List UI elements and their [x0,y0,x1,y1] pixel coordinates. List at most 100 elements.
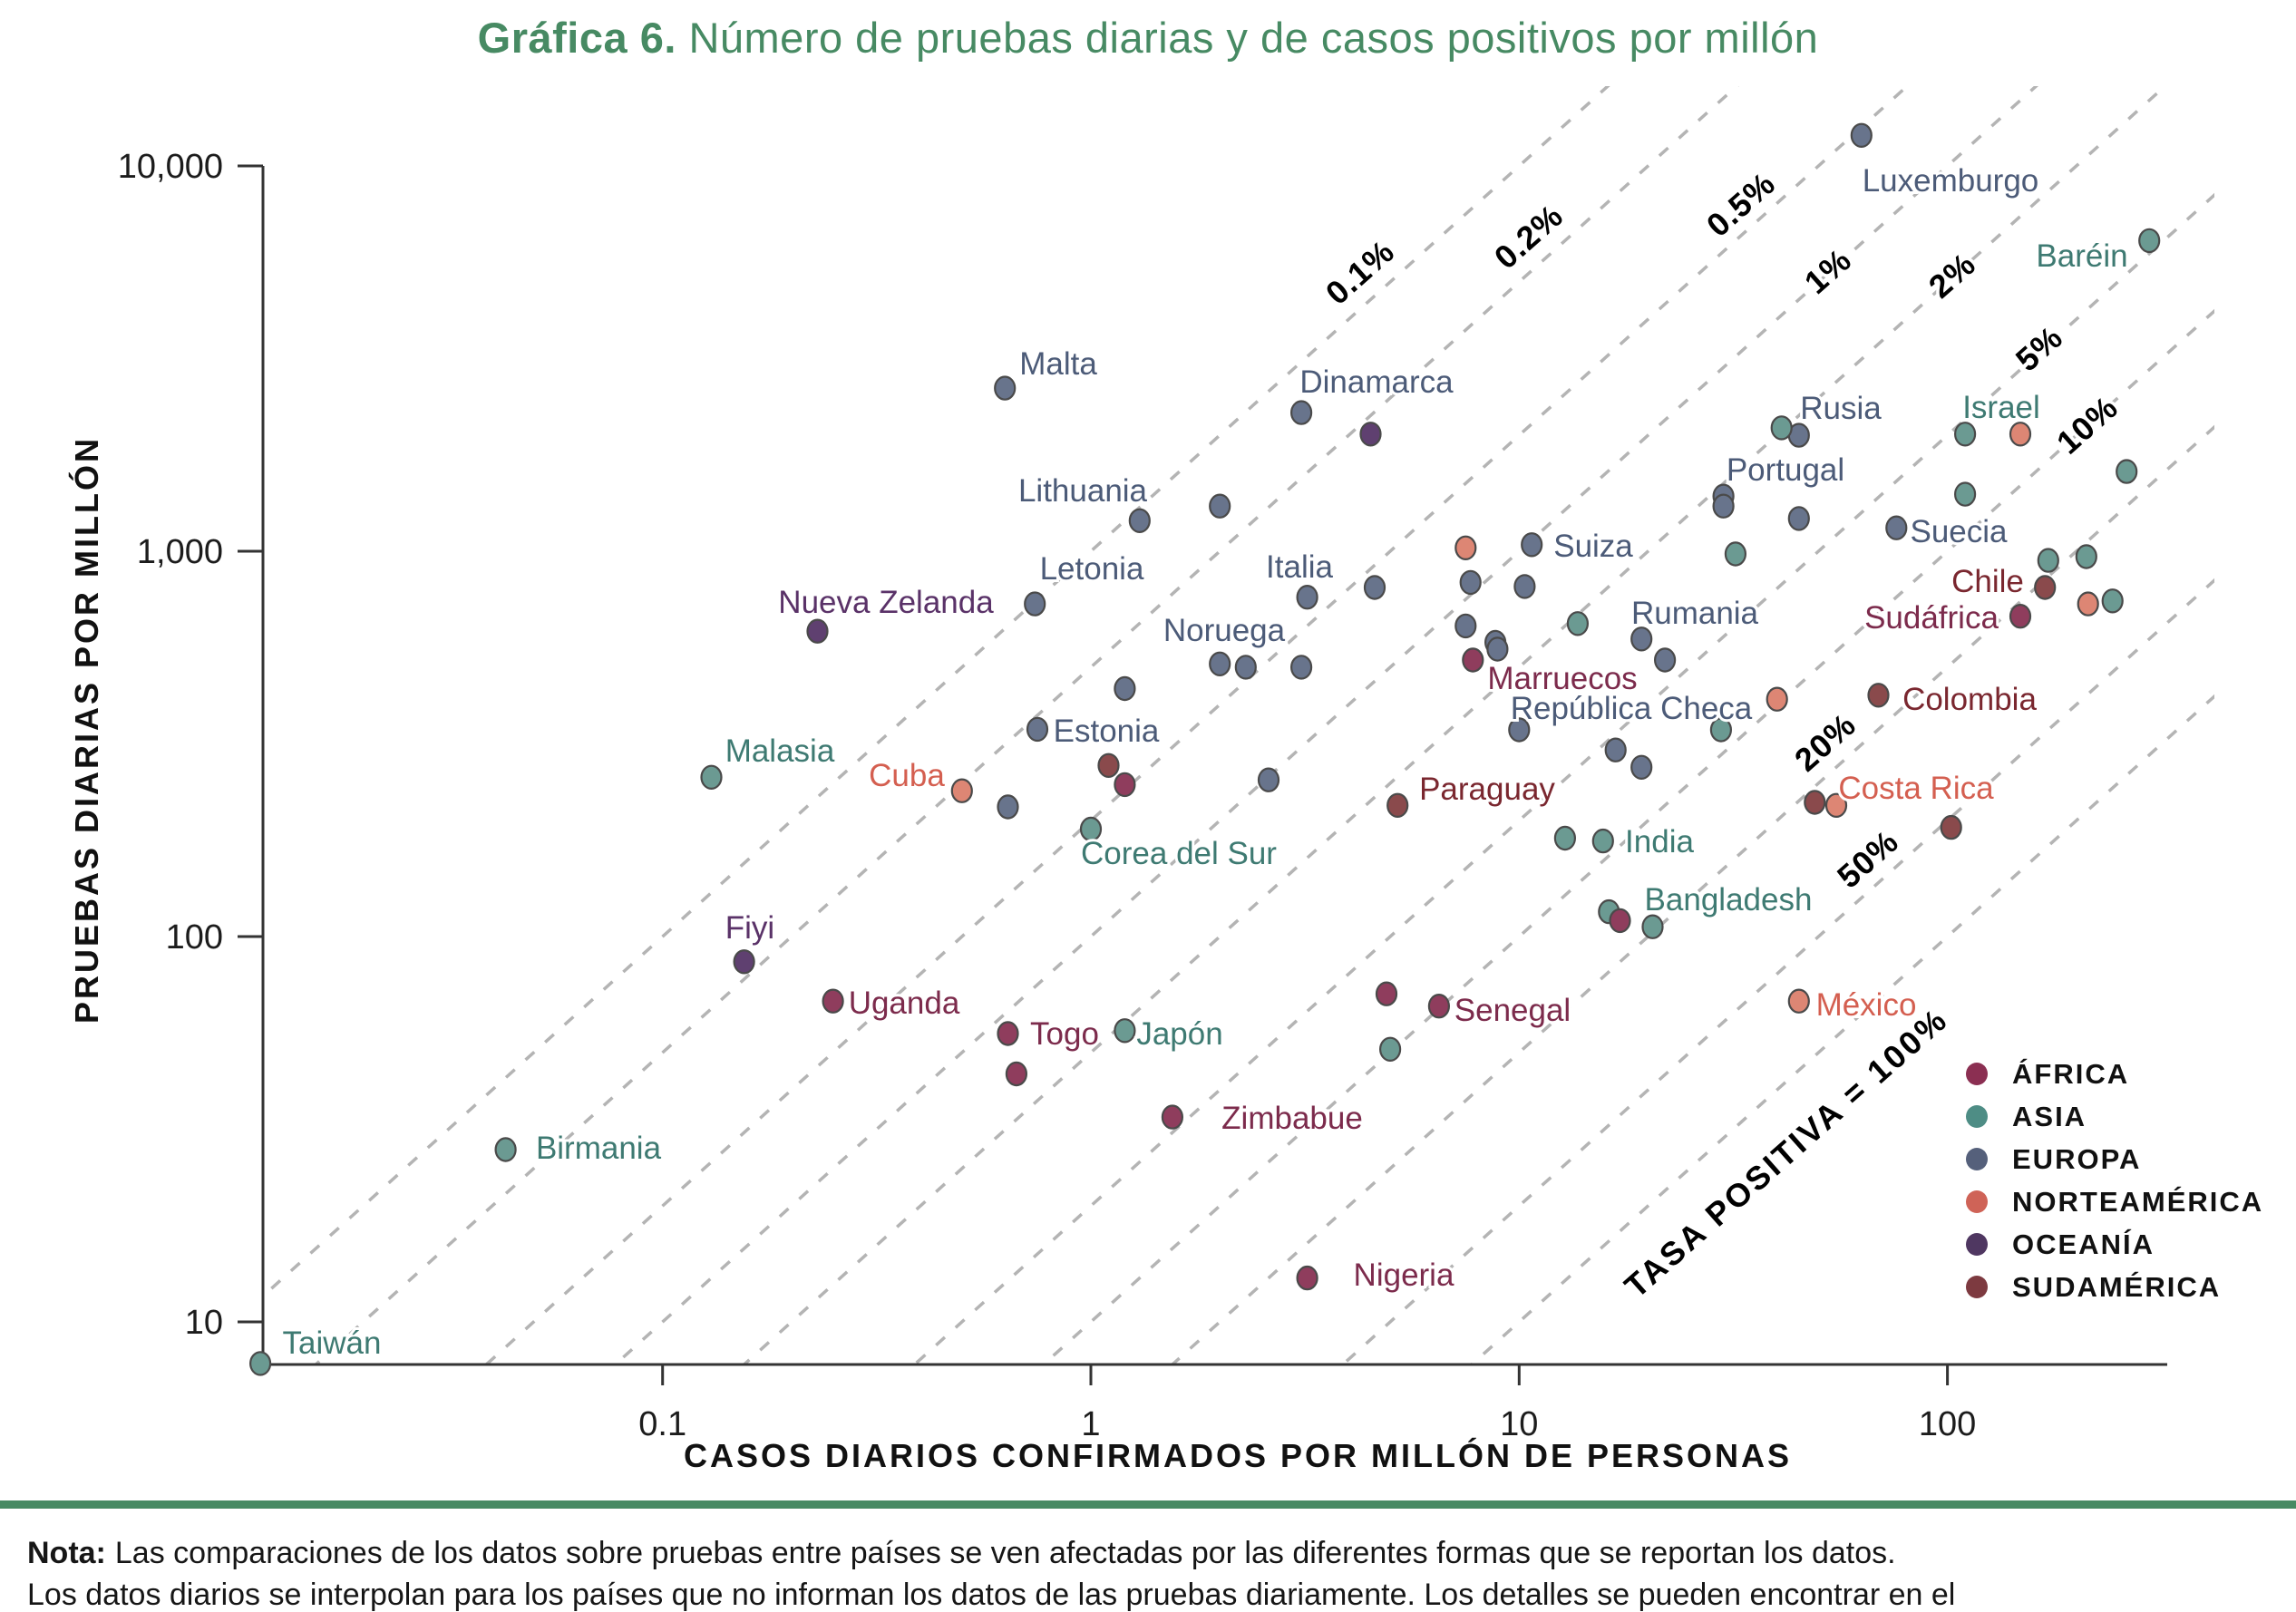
data-point-asia [1770,415,1793,441]
rate-line-label-50%: 50% [1830,822,1905,895]
country-label-Nueva Zelanda: Nueva Zelanda [778,585,994,620]
country-label-Paraguay: Paraguay [1419,772,1555,807]
data-point-Cuba [950,778,973,803]
country-label-Nigeria: Nigeria [1354,1258,1454,1293]
rate-line-20% [1170,424,2214,1364]
rate-line-label-20%: 20% [1787,705,1863,778]
data-point-Japón [1114,1018,1136,1044]
data-point-Baréin [2138,228,2161,254]
data-point-Suiza [1521,532,1543,558]
data-point-europa [1234,655,1257,680]
data-point-Nueva Zelanda [806,618,829,644]
data-point-africa [1005,1061,1028,1087]
rate-line-label-0.1%: 0.1% [1318,232,1402,312]
country-label-México: México [1816,987,1917,1023]
country-label-Togo: Togo [1030,1016,1099,1052]
country-label-Taiwán: Taiwán [283,1326,382,1361]
data-point-Malta [994,375,1017,401]
legend-dot-asia [1966,1105,1988,1128]
legend-item-sudamerica: SUDAMÉRICA [1966,1266,2263,1308]
legend-dot-europa [1966,1148,1988,1170]
data-point-Bangladesh [1641,914,1664,939]
data-point-europa [1486,636,1509,662]
country-label-Marruecos: Marruecos [1487,661,1637,696]
data-point-asia [2075,544,2097,569]
data-point-asia [2037,548,2059,573]
rate-line-1% [612,86,2039,1364]
rate-line-label-10%: 10% [2049,388,2125,461]
rate-line-2% [742,86,2168,1364]
legend-dot-sudamerica [1966,1276,1988,1298]
footnote: Nota: Las comparaciones de los datos sobr… [27,1532,2285,1612]
data-point-asia [1954,481,1977,507]
legend-label-norteamerica: NORTEAMÉRICA [2012,1185,2264,1218]
data-point-Marruecos [1462,647,1484,673]
data-point-sudamerica [1940,814,1962,840]
data-point-norteamerica [2009,422,2032,447]
legend-dot-norteamerica [1966,1190,1988,1213]
legend-item-europa: EUROPA [1966,1138,2263,1180]
data-point-Taiwán [249,1351,272,1376]
legend-dot-africa [1966,1063,1988,1085]
legend-item-africa: ÁFRICA [1966,1053,2263,1095]
data-point-Italia [1296,585,1318,610]
country-label-Corea del Sur: Corea del Sur [1081,836,1277,871]
legend-dot-oceania [1966,1233,1988,1256]
data-point-europa [1787,506,1810,531]
data-point-norteamerica [2077,591,2099,617]
legend-label-asia: ASIA [2012,1100,2087,1132]
data-point-europa [1604,737,1627,762]
y-tick-label: 100 [166,918,223,957]
data-point-norteamerica [1766,686,1788,712]
green-divider [0,1500,2296,1509]
data-point-Sudáfrica [2009,604,2032,629]
country-label-Bangladesh: Bangladesh [1645,882,1813,918]
chart-title: Gráfica 6. Número de pruebas diarias y d… [0,13,2296,63]
data-point-asia [1553,825,1577,851]
country-label-República Checa: República Checa [1511,691,1753,726]
rate-line-10% [1041,308,2214,1364]
data-point-Letonia [1024,591,1046,617]
data-point-Luxemburgo [1850,122,1873,148]
rate-line-50% [1340,578,2214,1364]
data-point-asia [2116,459,2138,484]
data-point-Israel [1954,422,1977,447]
country-label-Uganda: Uganda [849,986,960,1021]
x-tick-label: 0.1 [638,1405,686,1443]
country-label-Noruega: Noruega [1163,613,1286,648]
legend-label-oceania: OCEANÍA [2012,1228,2155,1260]
data-point-europa [1363,575,1386,600]
country-label-Sudáfrica: Sudáfrica [1864,600,1999,636]
data-point-Corea del Sur [1079,816,1103,842]
x-axis-title: CASOS DIARIOS CONFIRMADOS POR MILLÓN DE … [683,1437,1793,1474]
data-point-Birmania [494,1137,517,1162]
data-point-europa [1459,569,1482,596]
data-point-europa [1209,493,1231,519]
data-point-Nigeria [1296,1265,1318,1291]
country-label-Birmania: Birmania [536,1131,662,1166]
rate-line-label-2%: 2% [1921,245,1983,306]
rate-line-label-0.5%: 0.5% [1699,164,1783,244]
data-point-europa [1712,493,1735,519]
data-point-República Checa [1508,717,1531,743]
country-label-Suiza: Suiza [1553,529,1633,564]
country-label-Japón: Japón [1136,1016,1222,1052]
data-point-Chile [2034,575,2057,600]
data-point-Paraguay [1386,792,1409,819]
country-label-Portugal: Portugal [1727,452,1844,488]
data-point-asia [2101,588,2124,614]
country-label-Rumania: Rumania [1631,596,1759,631]
data-point-europa [1653,647,1677,673]
country-label-Chile: Chile [1951,564,2024,599]
data-point-Rumania [1630,626,1653,652]
data-point-Estonia [1026,716,1049,743]
country-label-Cuba: Cuba [869,758,945,793]
country-label-Italia: Italia [1266,549,1333,585]
rate-line-label-0.2%: 0.2% [1487,197,1571,277]
chart-title-subtitle: Número de pruebas diarias y de casos pos… [676,14,1819,62]
footnote-line1: Las comparaciones de los datos sobre pru… [114,1536,1896,1570]
country-label-Estonia: Estonia [1054,714,1160,749]
data-point-europa [997,794,1019,820]
country-label-Suecia: Suecia [1910,514,2008,549]
